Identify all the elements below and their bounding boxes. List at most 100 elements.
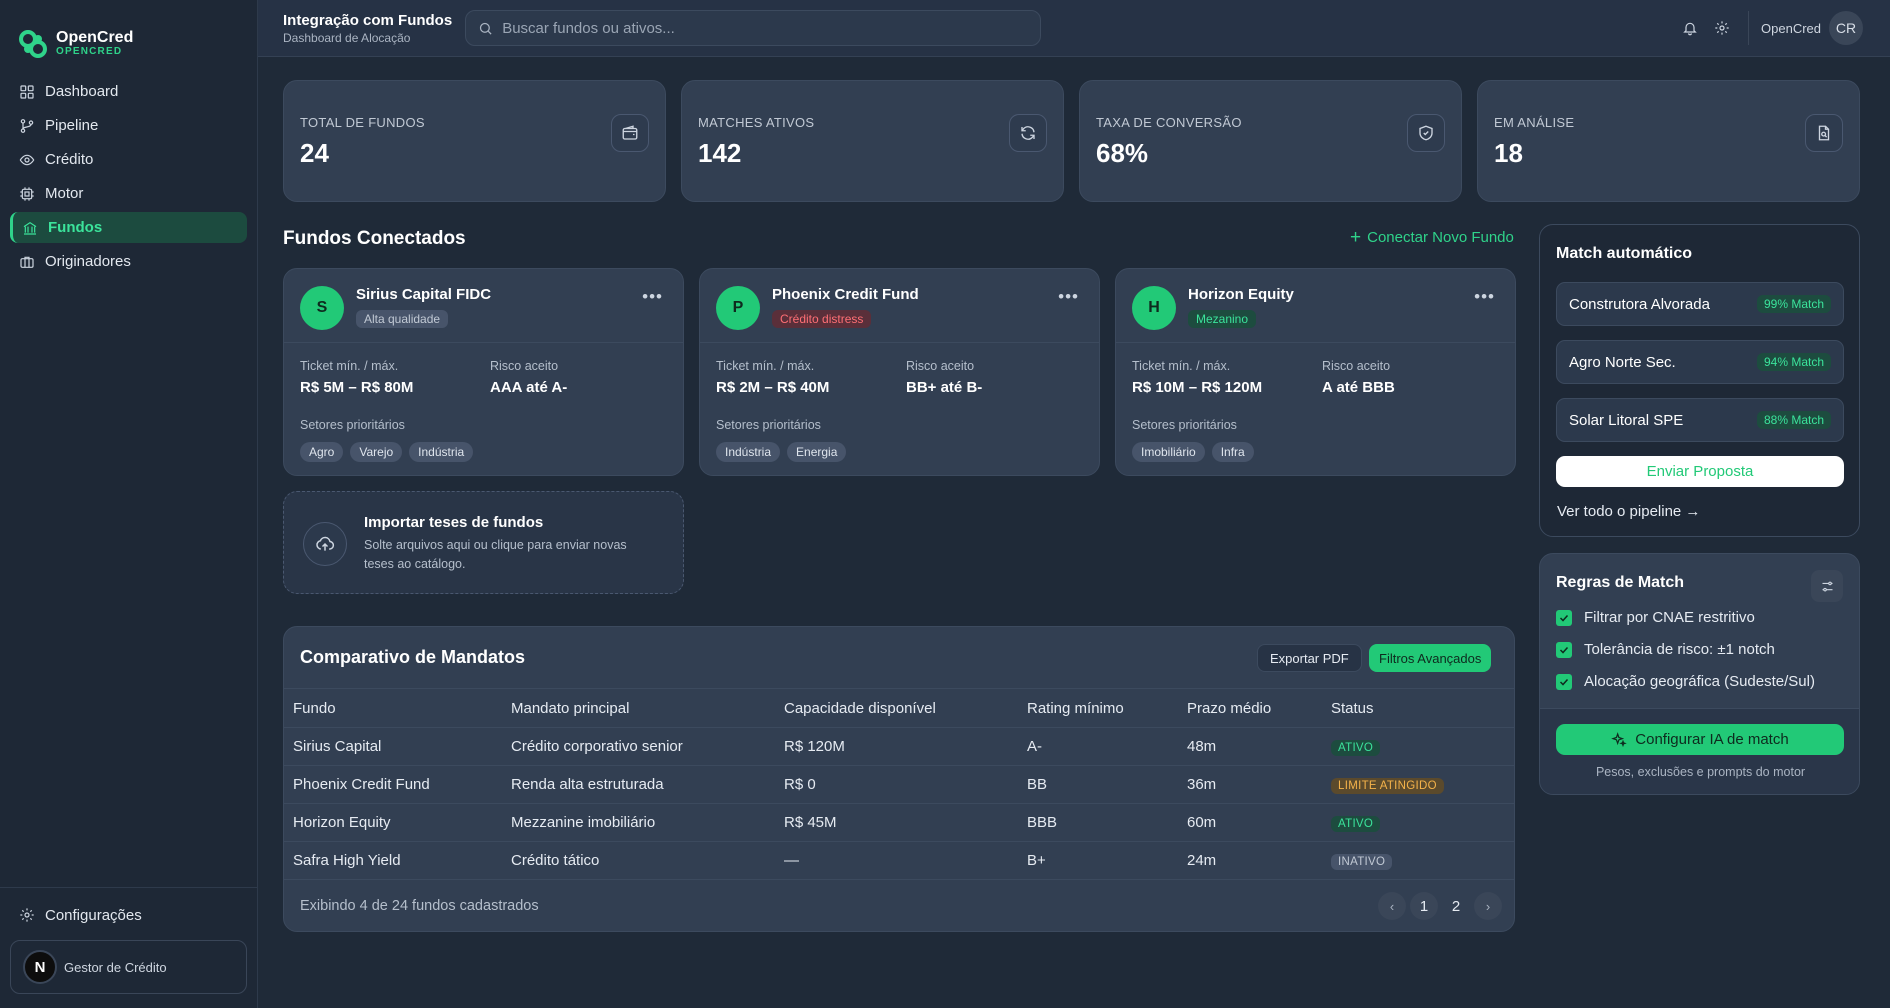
configure-ia-button[interactable]: Configurar IA de match bbox=[1556, 724, 1844, 755]
sidebar-item-label: Originadores bbox=[45, 253, 131, 270]
column-header[interactable]: Fundo bbox=[284, 688, 502, 728]
table-row[interactable]: Safra High Yield Crédito tático — B+ 24m… bbox=[284, 841, 1514, 880]
match-item-name: Solar Litoral SPE bbox=[1569, 411, 1684, 429]
check-icon bbox=[1559, 646, 1569, 654]
sidebar-item-originadores[interactable]: Originadores bbox=[10, 246, 247, 277]
sidebar-bottom: Configurações N Gestor de Crédito bbox=[0, 887, 257, 1008]
fund-card-phoenix[interactable]: P Phoenix Credit Fund Crédito distress •… bbox=[699, 268, 1100, 476]
more-icon[interactable]: ••• bbox=[642, 287, 663, 306]
export-pdf-button[interactable]: Exportar PDF bbox=[1257, 644, 1362, 672]
stat-icon-box bbox=[1407, 114, 1445, 152]
risk-label: Risco aceito bbox=[1322, 359, 1391, 373]
sidebar-item-credito[interactable]: Crédito bbox=[10, 144, 247, 175]
header-user-name: OpenCred bbox=[1761, 20, 1821, 36]
import-dropzone[interactable]: Importar teses de fundos Solte arquivos … bbox=[283, 491, 684, 594]
match-item[interactable]: Construtora Alvorada 99% Match bbox=[1556, 282, 1844, 326]
stat-icon-box bbox=[1009, 114, 1047, 152]
refresh-icon bbox=[1021, 126, 1035, 140]
stat-icon-box bbox=[1805, 114, 1843, 152]
sector-chips: Agro Varejo Indústria bbox=[300, 442, 480, 462]
sidebar-item-motor[interactable]: Motor bbox=[10, 178, 247, 209]
column-header[interactable]: Capacidade disponível bbox=[775, 688, 1018, 728]
sectors-label: Setores prioritários bbox=[300, 418, 405, 432]
view-pipeline-link[interactable]: Ver todo o pipeline → bbox=[1557, 503, 1701, 520]
cell-capacity: R$ 45M bbox=[775, 803, 1018, 842]
next-page-button[interactable]: › bbox=[1474, 892, 1502, 920]
search-input[interactable] bbox=[502, 19, 1023, 37]
sliders-icon[interactable] bbox=[1811, 570, 1843, 602]
table-row[interactable]: Sirius Capital Crédito corporativo senio… bbox=[284, 727, 1514, 766]
settings-label: Configurações bbox=[45, 906, 142, 924]
sidebar-item-label: Crédito bbox=[45, 151, 94, 168]
page-button-2[interactable]: 2 bbox=[1451, 897, 1461, 915]
sidebar-item-configuracoes[interactable]: Configurações bbox=[10, 898, 247, 932]
match-rules-title: Regras de Match bbox=[1556, 574, 1685, 591]
status-badge: ATIVO bbox=[1331, 740, 1381, 756]
cell-fund: Safra High Yield bbox=[284, 841, 502, 880]
header-titles: Integração com Fundos Dashboard de Aloca… bbox=[283, 12, 452, 45]
page-button-1[interactable]: 1 bbox=[1410, 892, 1438, 920]
fund-card-horizon[interactable]: H Horizon Equity Mezanino ••• Ticket mín… bbox=[1115, 268, 1516, 476]
rule-checkbox[interactable] bbox=[1556, 609, 1572, 626]
stat-value: 68% bbox=[1096, 138, 1149, 168]
stat-card-total-fundos: TOTAL DE FUNDOS 24 bbox=[283, 80, 666, 202]
fund-badge: Crédito distress bbox=[772, 310, 872, 328]
rule-item: Alocação geográfica (Sudeste/Sul) bbox=[1556, 673, 1815, 690]
rule-label: Tolerância de risco: ±1 notch bbox=[1584, 641, 1775, 658]
opencred-logo-icon bbox=[19, 30, 47, 58]
cell-mandate: Renda alta estruturada bbox=[502, 765, 775, 804]
ticket-value: R$ 5M – R$ 80M bbox=[300, 379, 414, 396]
stat-card-taxa-conversao: TAXA DE CONVERSÃO 68% bbox=[1079, 80, 1462, 202]
prev-page-button[interactable]: ‹ bbox=[1378, 892, 1406, 920]
upload-cloud-icon bbox=[303, 522, 347, 566]
bell-icon[interactable] bbox=[1682, 20, 1698, 36]
sector-chip: Imobiliário bbox=[1132, 442, 1205, 462]
briefcase-icon bbox=[20, 256, 34, 268]
column-header[interactable]: Rating mínimo bbox=[1018, 688, 1178, 728]
fund-badge: Mezanino bbox=[1188, 310, 1257, 328]
rule-item: Tolerância de risco: ±1 notch bbox=[1556, 641, 1775, 658]
table-row[interactable]: Phoenix Credit Fund Renda alta estrutura… bbox=[284, 765, 1514, 804]
match-item[interactable]: Agro Norte Sec. 94% Match bbox=[1556, 340, 1844, 384]
cell-status: LIMITE ATINGIDO bbox=[1322, 765, 1514, 804]
connect-fund-button[interactable]: + Conectar Novo Fundo bbox=[1350, 228, 1514, 247]
search-icon bbox=[480, 22, 492, 35]
ticket-label: Ticket mín. / máx. bbox=[716, 359, 815, 373]
sidebar-item-fundos[interactable]: Fundos bbox=[10, 212, 247, 243]
wallet-icon bbox=[622, 125, 638, 140]
bank-icon bbox=[23, 221, 37, 235]
sidebar-item-label: Dashboard bbox=[45, 83, 119, 100]
more-icon[interactable]: ••• bbox=[1058, 287, 1079, 306]
gear-icon[interactable] bbox=[1714, 20, 1730, 36]
rule-checkbox[interactable] bbox=[1556, 641, 1572, 658]
ticket-label: Ticket mín. / máx. bbox=[300, 359, 399, 373]
eye-icon bbox=[19, 154, 35, 165]
risk-label: Risco aceito bbox=[490, 359, 559, 373]
more-icon[interactable]: ••• bbox=[1474, 287, 1495, 306]
check-icon bbox=[1559, 678, 1569, 686]
avatar[interactable]: CR bbox=[1829, 11, 1863, 45]
sector-chip: Indústria bbox=[409, 442, 474, 462]
table-row[interactable]: Horizon Equity Mezzanine imobiliário R$ … bbox=[284, 803, 1514, 842]
top-header: Integração com Fundos Dashboard de Aloca… bbox=[258, 0, 1890, 57]
fund-card-sirius[interactable]: S Sirius Capital FIDC Alta qualidade •••… bbox=[283, 268, 684, 476]
brand[interactable]: OpenCred OPENCRED bbox=[0, 0, 257, 70]
advanced-filters-button[interactable]: Filtros Avançados bbox=[1369, 644, 1492, 672]
rule-checkbox[interactable] bbox=[1556, 673, 1572, 690]
column-header[interactable]: Prazo médio bbox=[1178, 688, 1322, 728]
match-item[interactable]: Solar Litoral SPE 88% Match bbox=[1556, 398, 1844, 442]
cell-rating: BBB bbox=[1018, 803, 1178, 842]
stat-card-em-analise: EM ANÁLISE 18 bbox=[1477, 80, 1860, 202]
sidebar-item-pipeline[interactable]: Pipeline bbox=[10, 110, 247, 141]
cell-status: INATIVO bbox=[1322, 841, 1514, 880]
cell-capacity: R$ 120M bbox=[775, 727, 1018, 766]
send-proposal-button[interactable]: Enviar Proposta bbox=[1556, 456, 1844, 487]
brand-name: OpenCred bbox=[56, 29, 134, 46]
mandates-table: Fundo Mandato principal Capacidade dispo… bbox=[284, 688, 1514, 880]
column-header[interactable]: Status bbox=[1322, 688, 1514, 728]
user-card[interactable]: N Gestor de Crédito bbox=[10, 940, 247, 994]
sidebar-item-dashboard[interactable]: Dashboard bbox=[10, 76, 247, 107]
stat-value: 24 bbox=[300, 138, 329, 168]
column-header[interactable]: Mandato principal bbox=[502, 688, 775, 728]
rule-label: Alocação geográfica (Sudeste/Sul) bbox=[1584, 673, 1815, 690]
